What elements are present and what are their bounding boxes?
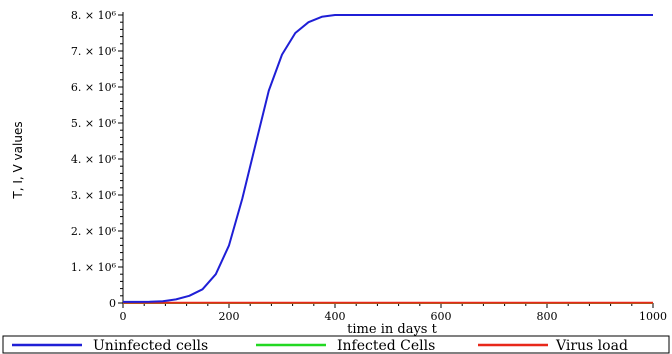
legend: Uninfected cells Infected Cells Virus load [2,335,670,354]
y-tick-label: 8. × 10⁶ [71,9,117,22]
y-tick-label: 7. × 10⁶ [71,45,117,58]
y-tick-label: 3. × 10⁶ [71,189,117,202]
x-tick-label: 0 [120,310,127,323]
legend-label-virus-load: Virus load [555,338,628,354]
x-tick-label: 800 [537,310,558,323]
y-tick-label: 6. × 10⁶ [71,81,117,94]
x-tick-label: 200 [219,310,240,323]
legend-label-infected-cells: Infected Cells [337,338,435,354]
x-tick-label: 1000 [639,310,667,323]
series-lines [123,14,653,304]
x-axis-label: time in days t [347,322,437,337]
legend-label-uninfected-cells: Uninfected cells [93,338,208,354]
axes [122,12,653,304]
x-tick-label: 600 [431,310,452,323]
series-line-uninfected-cells [123,14,653,303]
y-tick-label: 1. × 10⁶ [71,261,117,274]
y-tick-label: 4. × 10⁶ [71,153,117,166]
ticks: 0 1. × 10⁶ 2. × 10⁶ 3. × 10⁶ 4. × 10⁶ 5. × 10… [71,9,667,323]
legend-box [2,335,670,354]
y-tick-label: 2. × 10⁶ [71,225,117,238]
y-tick-label: 5. × 10⁶ [71,117,117,130]
x-tick-label: 400 [325,310,346,323]
y-tick-label: 0 [109,297,116,310]
y-axis-label: T, I, V values [11,121,25,199]
